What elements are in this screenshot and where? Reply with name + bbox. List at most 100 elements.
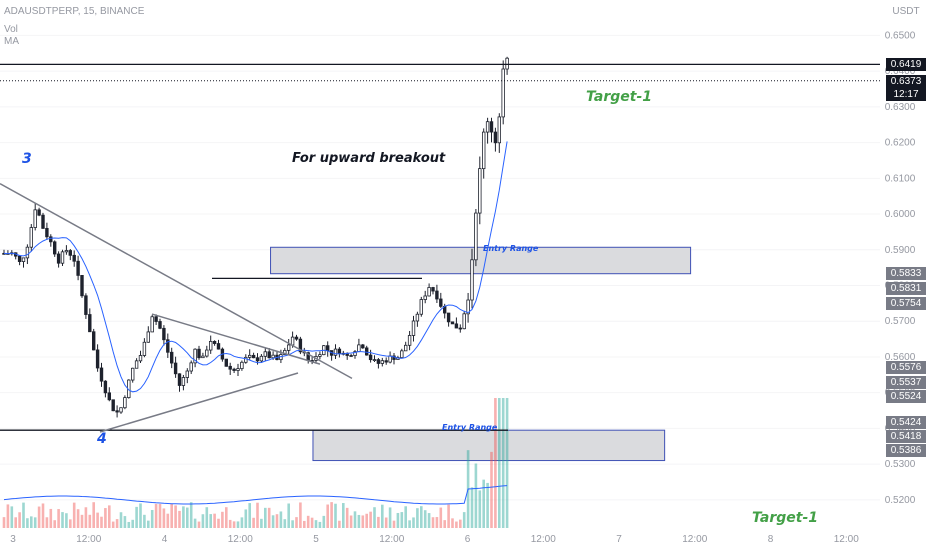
candle-body: [228, 365, 232, 370]
volume-bar: [447, 504, 450, 528]
price-label: 0.5524: [886, 390, 926, 403]
candle-body: [169, 351, 174, 364]
candle-body: [138, 355, 143, 362]
candle-body: [474, 212, 478, 261]
volume-bar: [505, 398, 509, 528]
candle-body: [84, 295, 88, 315]
volume-bar: [154, 503, 158, 528]
candle-body: [489, 121, 494, 133]
volume-bar: [213, 513, 216, 528]
y-tick-label: 0.6100: [885, 173, 916, 184]
volume-bar: [322, 515, 326, 528]
candle-body: [349, 355, 353, 357]
y-tick-label: 0.6400: [885, 66, 916, 77]
volume-bar: [76, 509, 80, 528]
candle-body: [146, 331, 150, 343]
annotations: 3 4 For upward breakout Target-1 Target-1 Ent…: [22, 89, 818, 526]
volume-bar: [115, 519, 119, 528]
volume-bar: [100, 516, 103, 528]
candle-body: [53, 241, 57, 255]
candle-body: [134, 360, 139, 369]
volume-bar: [49, 508, 53, 528]
volume-bar: [256, 502, 259, 528]
volume-bar: [197, 521, 201, 528]
volume-bar: [84, 507, 88, 528]
volume-bar: [127, 521, 131, 528]
x-tick-label: 6: [465, 534, 471, 545]
candle-body: [411, 320, 416, 336]
volume-bar: [295, 517, 298, 528]
candle-body: [298, 338, 303, 353]
volume-bar: [170, 503, 173, 528]
volume-bar: [139, 503, 142, 528]
volume-bar: [381, 504, 384, 528]
volume-bar: [459, 519, 462, 528]
candle-body: [364, 347, 369, 356]
y-tick-label: 0.5200: [885, 495, 916, 506]
vol-indicator-label[interactable]: Vol: [4, 24, 18, 35]
candle-body: [208, 341, 213, 351]
volume-bar: [158, 504, 162, 528]
volume-bar: [494, 398, 497, 528]
volume-bar: [33, 517, 37, 528]
candle-body: [361, 344, 365, 349]
entry-zones: [270, 246, 692, 462]
candle-body: [76, 260, 80, 276]
candle-body: [380, 360, 384, 364]
volume-bar: [416, 508, 419, 528]
candle-body: [290, 336, 295, 346]
candle-body: [29, 227, 33, 248]
volume-bar: [342, 503, 345, 528]
candle-body: [462, 313, 466, 330]
volume-bar: [80, 514, 84, 528]
candle-body: [263, 351, 267, 357]
candlesticks: [2, 56, 509, 418]
volume-bar: [18, 512, 21, 528]
volume-bar: [486, 482, 489, 528]
candle-body: [294, 336, 299, 340]
candle-body: [435, 290, 439, 300]
candle-body: [427, 287, 431, 297]
candle-body: [193, 348, 197, 364]
volume-bar: [404, 506, 407, 528]
candle-body: [177, 373, 182, 386]
volume-bar: [150, 509, 154, 528]
volume-bar: [221, 511, 224, 528]
volume-bar: [131, 519, 134, 528]
candle-body: [247, 354, 252, 358]
symbol-title: ADAUSDTPERP, 15, BINANCE: [4, 6, 145, 17]
volume-bar: [61, 512, 64, 528]
volume-bar: [88, 514, 92, 528]
volume-bar: [353, 511, 357, 528]
volume-bar: [412, 517, 415, 528]
volume-bar: [228, 519, 232, 528]
candle-body: [49, 236, 53, 243]
candle-body: [25, 246, 30, 259]
volume-bar: [439, 507, 443, 528]
candle-body: [123, 397, 127, 409]
volume-bar: [291, 520, 294, 528]
volume-bar: [143, 514, 146, 528]
y-tick-label: 0.6300: [885, 102, 916, 113]
price-label: 0.6373 12:17: [886, 75, 926, 101]
candle-body: [33, 209, 37, 228]
volume-bar: [162, 508, 166, 528]
volume-bar: [111, 521, 115, 528]
volume-bar: [388, 507, 392, 528]
volume-bar: [135, 506, 138, 528]
candle-body: [201, 355, 205, 359]
volume-bar: [30, 516, 33, 528]
x-tick-label: 4: [162, 534, 168, 545]
volume-bar: [310, 517, 314, 528]
x-tick-label: 7: [616, 534, 622, 545]
candle-body: [107, 392, 111, 401]
candle-body: [197, 348, 201, 359]
candle-body: [505, 57, 509, 70]
ma-indicator-label[interactable]: MA: [4, 36, 19, 47]
candle-body: [470, 259, 474, 301]
volume-bar: [108, 505, 111, 528]
candle-body: [333, 348, 338, 356]
x-tick-label: 12:00: [834, 534, 859, 545]
volume-bar: [462, 512, 466, 528]
